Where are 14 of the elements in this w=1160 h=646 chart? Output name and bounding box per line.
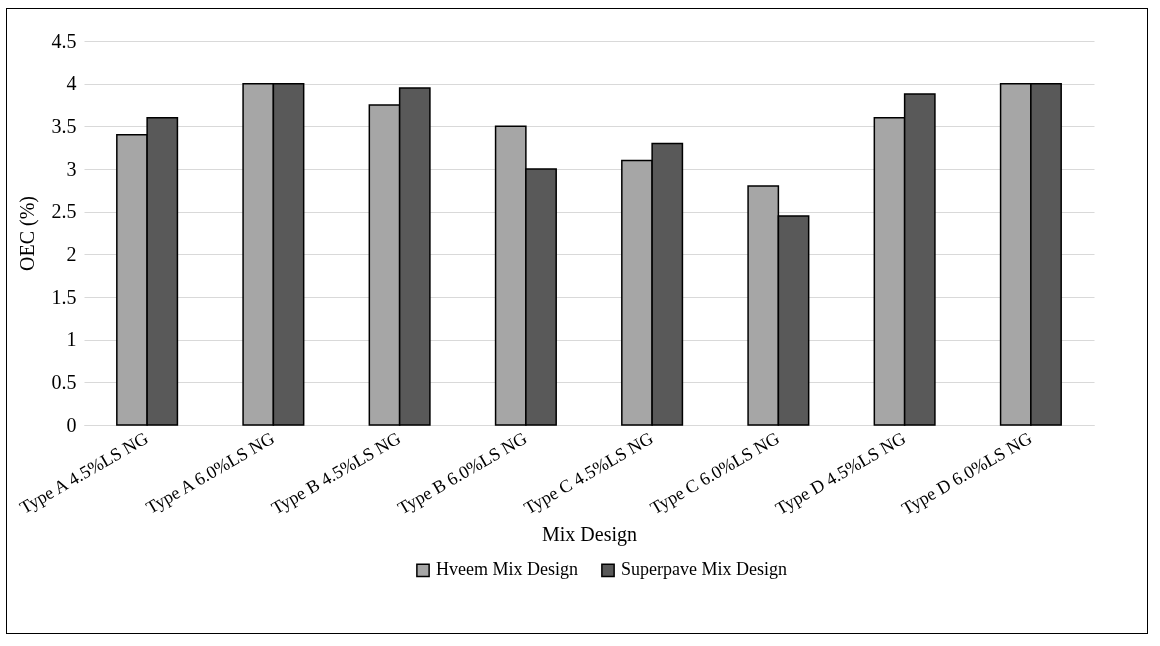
y-tick-label: 1 bbox=[66, 328, 77, 351]
legend-label: Superpave Mix Design bbox=[621, 559, 787, 580]
x-axis-title: Mix Design bbox=[542, 522, 637, 546]
y-tick-label: 2.5 bbox=[51, 200, 77, 223]
y-tick-label: 1.5 bbox=[51, 285, 77, 308]
y-tick-label: 3 bbox=[66, 157, 77, 180]
y-tick-label: 4.5 bbox=[51, 29, 77, 52]
y-tick-label: 0 bbox=[66, 413, 77, 436]
y-tick-label: 4 bbox=[66, 72, 77, 95]
legend-label: Hveem Mix Design bbox=[436, 559, 578, 580]
y-tick-label: 3.5 bbox=[51, 114, 77, 137]
y-tick-label: 0.5 bbox=[51, 370, 77, 393]
y-axis-title: OEC (%) bbox=[15, 196, 39, 271]
y-tick-label: 2 bbox=[66, 242, 77, 265]
